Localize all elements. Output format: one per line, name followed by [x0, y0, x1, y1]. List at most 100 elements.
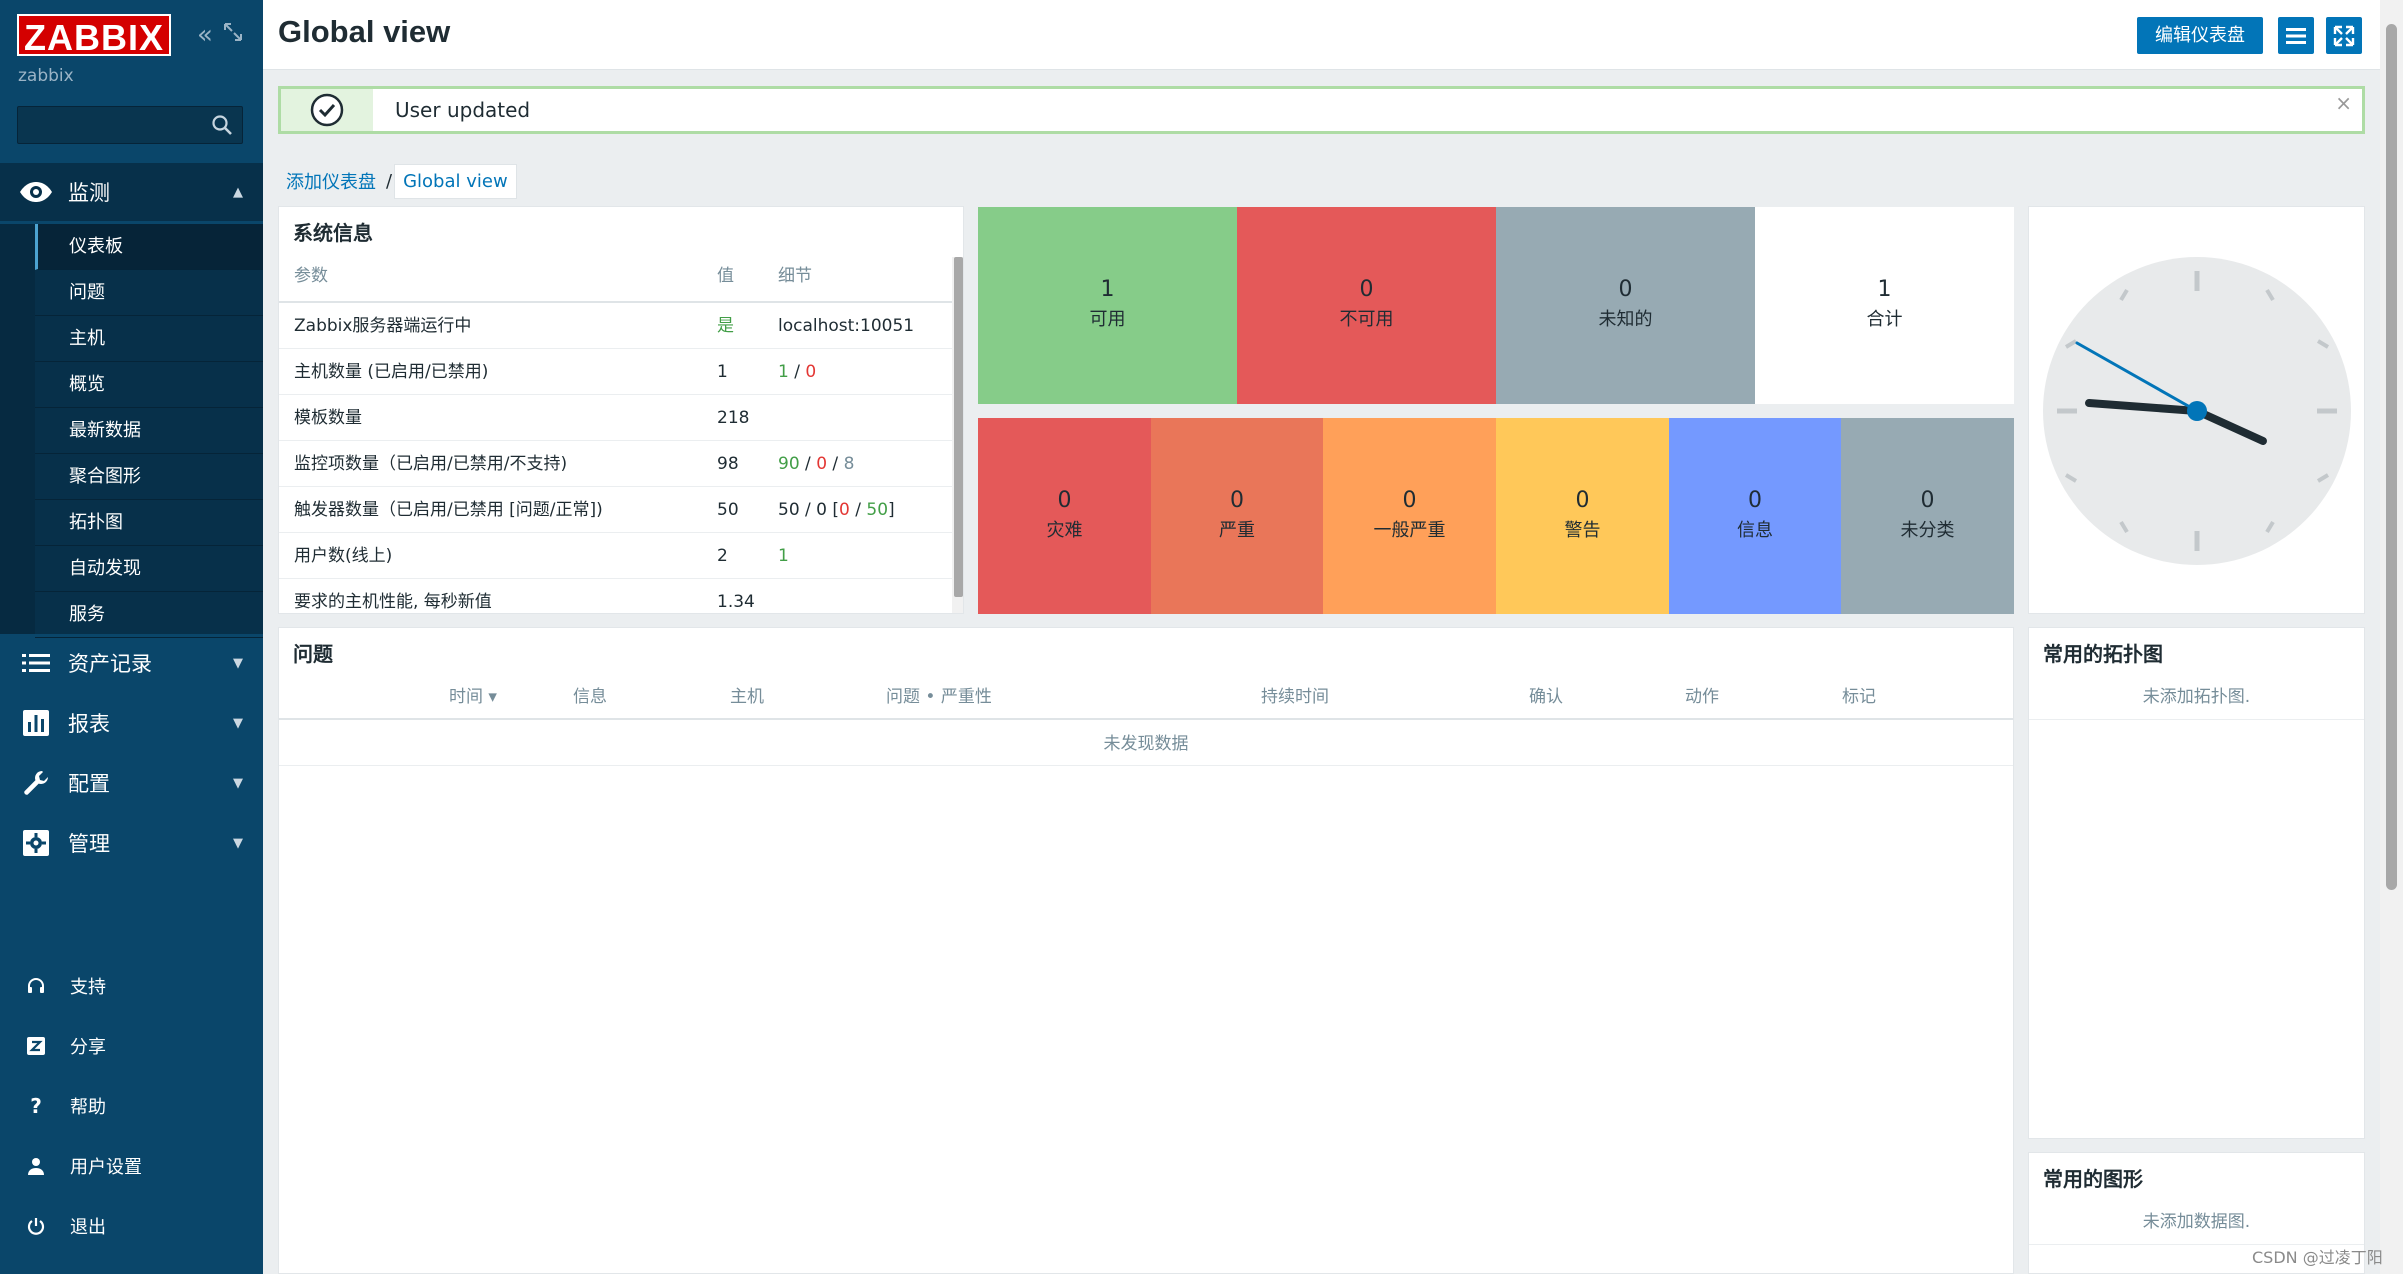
host-availability-total[interactable]: 1 合计: [1755, 207, 2014, 404]
availability-label: 不可用: [1339, 309, 1394, 330]
submenu-item-maps[interactable]: 拓扑图: [35, 500, 263, 546]
detail-cell: 1 / 0: [778, 349, 816, 395]
column-header-problem-severity: 问题 • 严重性: [886, 687, 992, 707]
problems-widget: 问题 时间 ▾ 信息 主机 问题 • 严重性 持续时间 确认 动作 标记 未发现…: [278, 627, 2014, 1274]
availability-count: 0: [1618, 277, 1633, 302]
availability-label: 可用: [1089, 309, 1126, 330]
param-cell: 触发器数量（已启用/已禁用 [问题/正常]): [294, 500, 603, 520]
value-cell: 1.34: [717, 592, 755, 612]
detail-cell: 1: [778, 546, 789, 566]
menu-administration[interactable]: 管理 ▼: [0, 814, 263, 872]
widget-title: 常用的图形: [2043, 1167, 2143, 1191]
breadcrumb: 添加仪表盘 / Global view: [278, 163, 517, 199]
edit-dashboard-button[interactable]: 编辑仪表盘: [2137, 17, 2263, 54]
user-icon: [22, 1157, 50, 1175]
server-name: zabbix: [18, 66, 74, 86]
severity-count: 0: [1575, 488, 1590, 513]
severity-count: 0: [1402, 488, 1417, 513]
menu-inventory[interactable]: 资产记录 ▼: [0, 634, 263, 692]
table-header: 参数 值 细节: [279, 253, 953, 303]
widget-scrollbar-thumb[interactable]: [954, 257, 963, 597]
availability-count: 1: [1100, 277, 1115, 302]
severity-information[interactable]: 0 信息: [1669, 418, 1841, 614]
value-cell: 98: [717, 454, 739, 474]
collapse-sidebar-icon[interactable]: «: [197, 20, 213, 50]
breadcrumb-current[interactable]: Global view: [394, 163, 517, 199]
availability-count: 1: [1877, 277, 1892, 302]
kiosk-mode-icon[interactable]: [223, 22, 243, 48]
search-icon[interactable]: [210, 113, 234, 137]
severity-label: 严重: [1219, 520, 1255, 541]
menu-configuration[interactable]: 配置 ▼: [0, 754, 263, 812]
close-icon[interactable]: ×: [2335, 91, 2352, 115]
menu-monitoring[interactable]: 监测 ▲: [0, 163, 263, 221]
widget-title: 系统信息: [293, 221, 373, 245]
severity-warning[interactable]: 0 警告: [1496, 418, 1669, 614]
host-availability-unavailable[interactable]: 0 不可用: [1237, 207, 1496, 404]
system-info-table: 参数 值 细节 Zabbix服务器端运行中 是 localhost:10051 …: [279, 253, 953, 613]
menu-support[interactable]: 支持: [0, 958, 263, 1014]
share-z-icon: [22, 1037, 50, 1055]
no-data-message: 未添加拓扑图.: [2029, 674, 2364, 720]
submenu-item-latest-data[interactable]: 最新数据: [35, 408, 263, 454]
gear-icon: [18, 828, 54, 858]
value-cell: 1: [717, 362, 728, 382]
success-message-text: User updated: [395, 98, 531, 122]
page-scrollbar[interactable]: [2380, 0, 2403, 1274]
submenu-item-screens[interactable]: 聚合图形: [35, 454, 263, 500]
menu-sign-out-label: 退出: [70, 1217, 106, 1238]
widget-title: 常用的拓扑图: [2043, 642, 2163, 666]
menu-share-label: 分享: [70, 1037, 106, 1058]
question-icon: ?: [30, 1094, 42, 1118]
severity-not-classified[interactable]: 0 未分类: [1841, 418, 2014, 614]
severity-high[interactable]: 0 严重: [1151, 418, 1323, 614]
zabbix-logo[interactable]: ZABBIX: [17, 14, 171, 58]
menu-reports-label: 报表: [68, 712, 110, 736]
param-cell: 监控项数量（已启用/已禁用/不支持): [294, 454, 568, 474]
table-header: 时间 ▾ 信息 主机 问题 • 严重性 持续时间 确认 动作 标记: [279, 674, 2013, 720]
param-cell: 要求的主机性能, 每秒新值: [294, 592, 492, 612]
enabled-count: 90: [778, 454, 800, 474]
host-availability-unknown[interactable]: 0 未知的: [1496, 207, 1755, 404]
chevron-down-icon: ▼: [233, 775, 243, 791]
menu-help[interactable]: ? 帮助: [0, 1078, 263, 1134]
breadcrumb-dashboards-link[interactable]: 添加仪表盘: [286, 172, 376, 193]
submenu-item-overview[interactable]: 概览: [35, 362, 263, 408]
submenu-item-problems[interactable]: 问题: [35, 270, 263, 316]
submenu-item-dashboard[interactable]: 仪表板: [35, 224, 263, 270]
column-header-info: 信息: [573, 687, 607, 707]
availability-label: 合计: [1866, 309, 1903, 330]
column-header: 细节: [778, 266, 812, 286]
submenu-item-discovery[interactable]: 自动发现: [35, 546, 263, 592]
fullscreen-button[interactable]: [2326, 17, 2362, 54]
column-header: 参数: [294, 266, 328, 286]
headset-icon: [22, 977, 50, 995]
table-row: 主机数量 (已启用/已禁用) 1 1 / 0: [279, 349, 953, 395]
menu-user-settings[interactable]: 用户设置: [0, 1138, 263, 1194]
sidebar: ZABBIX « zabbix 监测 ▲ 仪表板 问题 主机 概览 最新数据 聚…: [0, 0, 263, 1274]
table-row: 用户数(线上) 2 1: [279, 533, 953, 579]
severity-label: 灾难: [1046, 520, 1083, 541]
menu-share[interactable]: 分享: [0, 1018, 263, 1074]
severity-count: 0: [1920, 488, 1935, 513]
value-cell: 50: [717, 500, 739, 520]
widget-title: 问题: [293, 642, 333, 666]
sidebar-search-input[interactable]: [17, 106, 243, 144]
submenu-item-services[interactable]: 服务: [35, 592, 263, 638]
menu-reports[interactable]: 报表 ▼: [0, 694, 263, 752]
disabled-count: 0: [816, 454, 828, 474]
table-row: 模板数量 218: [279, 395, 953, 441]
severity-disaster[interactable]: 0 灾难: [978, 418, 1151, 614]
column-header-time[interactable]: 时间 ▾: [449, 687, 497, 707]
check-circle-icon: [281, 89, 373, 131]
column-header-duration: 持续时间: [1261, 687, 1329, 707]
widget-scrollbar[interactable]: [952, 257, 963, 613]
no-data-message: 未添加数据图.: [2029, 1199, 2364, 1245]
dashboard-menu-button[interactable]: [2278, 17, 2314, 54]
column-header-tags: 标记: [1842, 687, 1876, 707]
submenu-item-hosts[interactable]: 主机: [35, 316, 263, 362]
page-scrollbar-thumb[interactable]: [2386, 24, 2397, 890]
menu-sign-out[interactable]: 退出: [0, 1198, 263, 1254]
severity-average[interactable]: 0 一般严重: [1323, 418, 1496, 614]
host-availability-available[interactable]: 1 可用: [978, 207, 1237, 404]
